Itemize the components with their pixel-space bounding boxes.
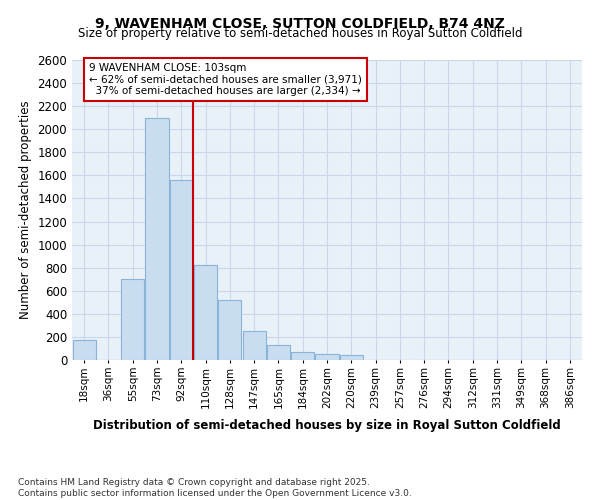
X-axis label: Distribution of semi-detached houses by size in Royal Sutton Coldfield: Distribution of semi-detached houses by … [93,419,561,432]
Bar [170,180,193,360]
Bar [145,118,169,360]
Bar [194,265,217,360]
Text: Size of property relative to semi-detached houses in Royal Sutton Coldfield: Size of property relative to semi-detach… [78,28,522,40]
Bar [291,352,314,360]
Bar [121,279,144,360]
Bar [218,300,241,360]
Bar [340,356,363,360]
Bar [242,330,266,360]
Text: 9 WAVENHAM CLOSE: 103sqm
← 62% of semi-detached houses are smaller (3,971)
  37%: 9 WAVENHAM CLOSE: 103sqm ← 62% of semi-d… [89,63,362,96]
Bar [316,354,338,360]
Y-axis label: Number of semi-detached properties: Number of semi-detached properties [19,100,32,320]
Text: Contains HM Land Registry data © Crown copyright and database right 2025.
Contai: Contains HM Land Registry data © Crown c… [18,478,412,498]
Text: 9, WAVENHAM CLOSE, SUTTON COLDFIELD, B74 4NZ: 9, WAVENHAM CLOSE, SUTTON COLDFIELD, B74… [95,18,505,32]
Bar [267,345,290,360]
Bar [73,340,95,360]
